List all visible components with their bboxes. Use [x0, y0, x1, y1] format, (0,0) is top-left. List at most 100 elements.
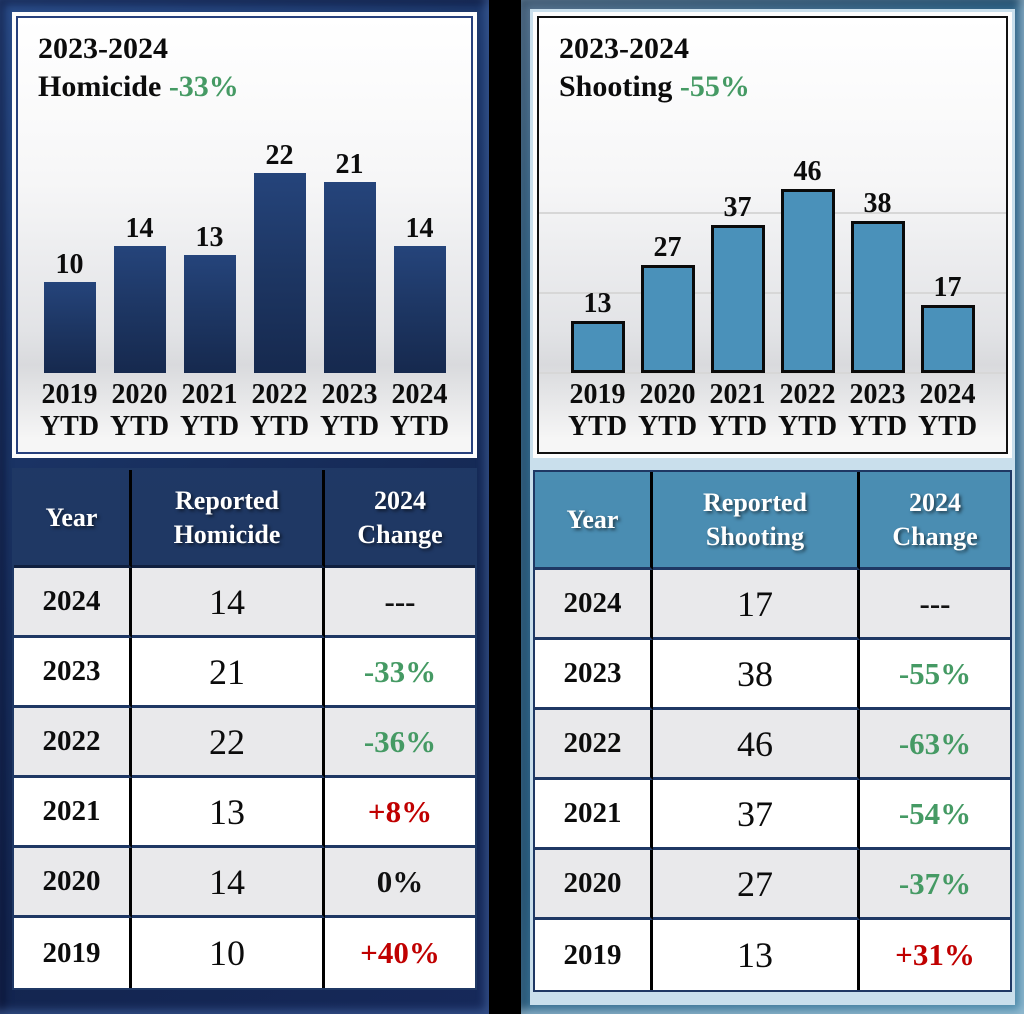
bar-column: 13 [567, 288, 629, 374]
count-cell: 22 [132, 708, 325, 778]
year-cell: 2022 [14, 708, 132, 778]
column-header: Year [535, 472, 653, 570]
change-cell: +40% [325, 918, 475, 988]
count-cell: 27 [653, 850, 860, 920]
count-cell: 37 [653, 780, 860, 850]
shooting-chart-card-ring: 2023-2024 Shooting -55% 13 27 37 46 38 17 201… [533, 12, 1012, 458]
count-cell: 14 [132, 848, 325, 918]
column-header: Reported Shooting [653, 472, 860, 570]
bar-value-label: 21 [335, 149, 364, 181]
count-cell: 14 [132, 568, 325, 638]
year-cell: 2021 [14, 778, 132, 848]
title-change-pct: -55% [679, 70, 750, 104]
bar-column: 46 [777, 156, 839, 374]
shooting-chart-title: 2023-2024 Shooting -55% [539, 18, 1006, 107]
x-axis-label: 2019 YTD [39, 379, 100, 442]
bar-column: 27 [637, 232, 699, 374]
homicide-panel: 2023-2024 Homicide -33% 10 14 13 22 21 14 201… [0, 0, 489, 1014]
bar [640, 265, 695, 374]
title-years: 2023-2024 [559, 32, 689, 65]
change-cell: -54% [860, 780, 1010, 850]
homicide-bar-chart: 10 14 13 22 21 14 [18, 127, 471, 374]
change-cell: +31% [860, 920, 1010, 990]
bar-column: 38 [847, 188, 909, 374]
gridline [539, 212, 1006, 215]
shooting-chart-card: 2023-2024 Shooting -55% 13 27 37 46 38 17 201… [537, 16, 1008, 454]
bar-column: 17 [917, 272, 979, 374]
bar-value-label: 17 [933, 272, 962, 304]
title-metric: Homicide [38, 70, 162, 104]
homicide-table: Year Reported Homicide 2024 Change 2024 14 --- 2… [12, 468, 477, 990]
title-metric-line: Homicide -33% [38, 68, 457, 106]
bar [920, 305, 975, 374]
count-cell: 13 [653, 920, 860, 990]
bar-value-label: 38 [863, 188, 892, 220]
change-cell: --- [860, 570, 1010, 640]
count-cell: 17 [653, 570, 860, 640]
bar-column: 22 [249, 140, 311, 374]
change-cell: +8% [325, 778, 475, 848]
gridline [539, 372, 1006, 375]
bar [393, 246, 446, 374]
shooting-bar-chart: 13 27 37 46 38 17 [539, 127, 1006, 375]
bar-column: 13 [179, 222, 241, 374]
x-axis-label: 2020 YTD [637, 379, 698, 442]
x-axis-label: 2022 YTD [249, 379, 310, 442]
bar [850, 221, 905, 374]
year-cell: 2020 [14, 848, 132, 918]
title-years: 2023-2024 [38, 32, 168, 65]
shooting-panel: 2023-2024 Shooting -55% 13 27 37 46 38 17 201… [521, 0, 1024, 1014]
bar-value-label: 46 [793, 156, 822, 188]
shooting-x-axis: 2019 YTD 2020 YTD 2021 YTD 2022 YTD 2023 YTD 2024 Y… [539, 373, 1006, 452]
change-cell: -55% [860, 640, 1010, 710]
bar-value-label: 22 [265, 140, 294, 172]
homicide-x-axis: 2019 YTD 2020 YTD 2021 YTD 2022 YTD 2023 YTD 2024 Y… [18, 373, 471, 452]
year-cell: 2021 [535, 780, 653, 850]
bar-column: 14 [109, 213, 171, 374]
change-cell: --- [325, 568, 475, 638]
column-header: 2024 Change [860, 472, 1010, 570]
column-header: 2024 Change [325, 470, 475, 568]
bar [253, 173, 306, 374]
year-cell: 2019 [14, 918, 132, 988]
x-axis-label: 2020 YTD [109, 379, 170, 442]
change-cell: -37% [860, 850, 1010, 920]
change-cell: -33% [325, 638, 475, 708]
year-cell: 2024 [535, 570, 653, 640]
shooting-table: Year Reported Shooting 2024 Change 2024 17 --- 2… [533, 470, 1012, 992]
bar [43, 282, 96, 374]
count-cell: 10 [132, 918, 325, 988]
bar-value-label: 13 [583, 288, 612, 320]
change-cell: 0% [325, 848, 475, 918]
title-change-pct: -33% [168, 70, 239, 104]
bar [323, 182, 376, 374]
bar-value-label: 27 [653, 232, 682, 264]
count-cell: 13 [132, 778, 325, 848]
year-cell: 2023 [535, 640, 653, 710]
bar [710, 225, 765, 374]
count-cell: 21 [132, 638, 325, 708]
title-metric-line: Shooting -55% [559, 68, 992, 106]
bar-value-label: 14 [125, 213, 154, 245]
bar-value-label: 10 [55, 249, 84, 281]
year-cell: 2020 [535, 850, 653, 920]
year-cell: 2024 [14, 568, 132, 638]
bar [780, 189, 835, 374]
year-cell: 2023 [14, 638, 132, 708]
bar [113, 246, 166, 374]
count-cell: 46 [653, 710, 860, 780]
x-axis-label: 2021 YTD [179, 379, 240, 442]
title-metric: Shooting [559, 70, 673, 104]
bar-value-label: 37 [723, 192, 752, 224]
bar-value-label: 14 [405, 213, 434, 245]
year-cell: 2022 [535, 710, 653, 780]
bar [570, 321, 625, 374]
x-axis-label: 2024 YTD [389, 379, 450, 442]
bar-value-label: 13 [195, 222, 224, 254]
x-axis-label: 2022 YTD [777, 379, 838, 442]
bar-column: 37 [707, 192, 769, 374]
change-cell: -63% [860, 710, 1010, 780]
bar-column: 21 [319, 149, 381, 374]
homicide-chart-title: 2023-2024 Homicide -33% [18, 18, 471, 107]
